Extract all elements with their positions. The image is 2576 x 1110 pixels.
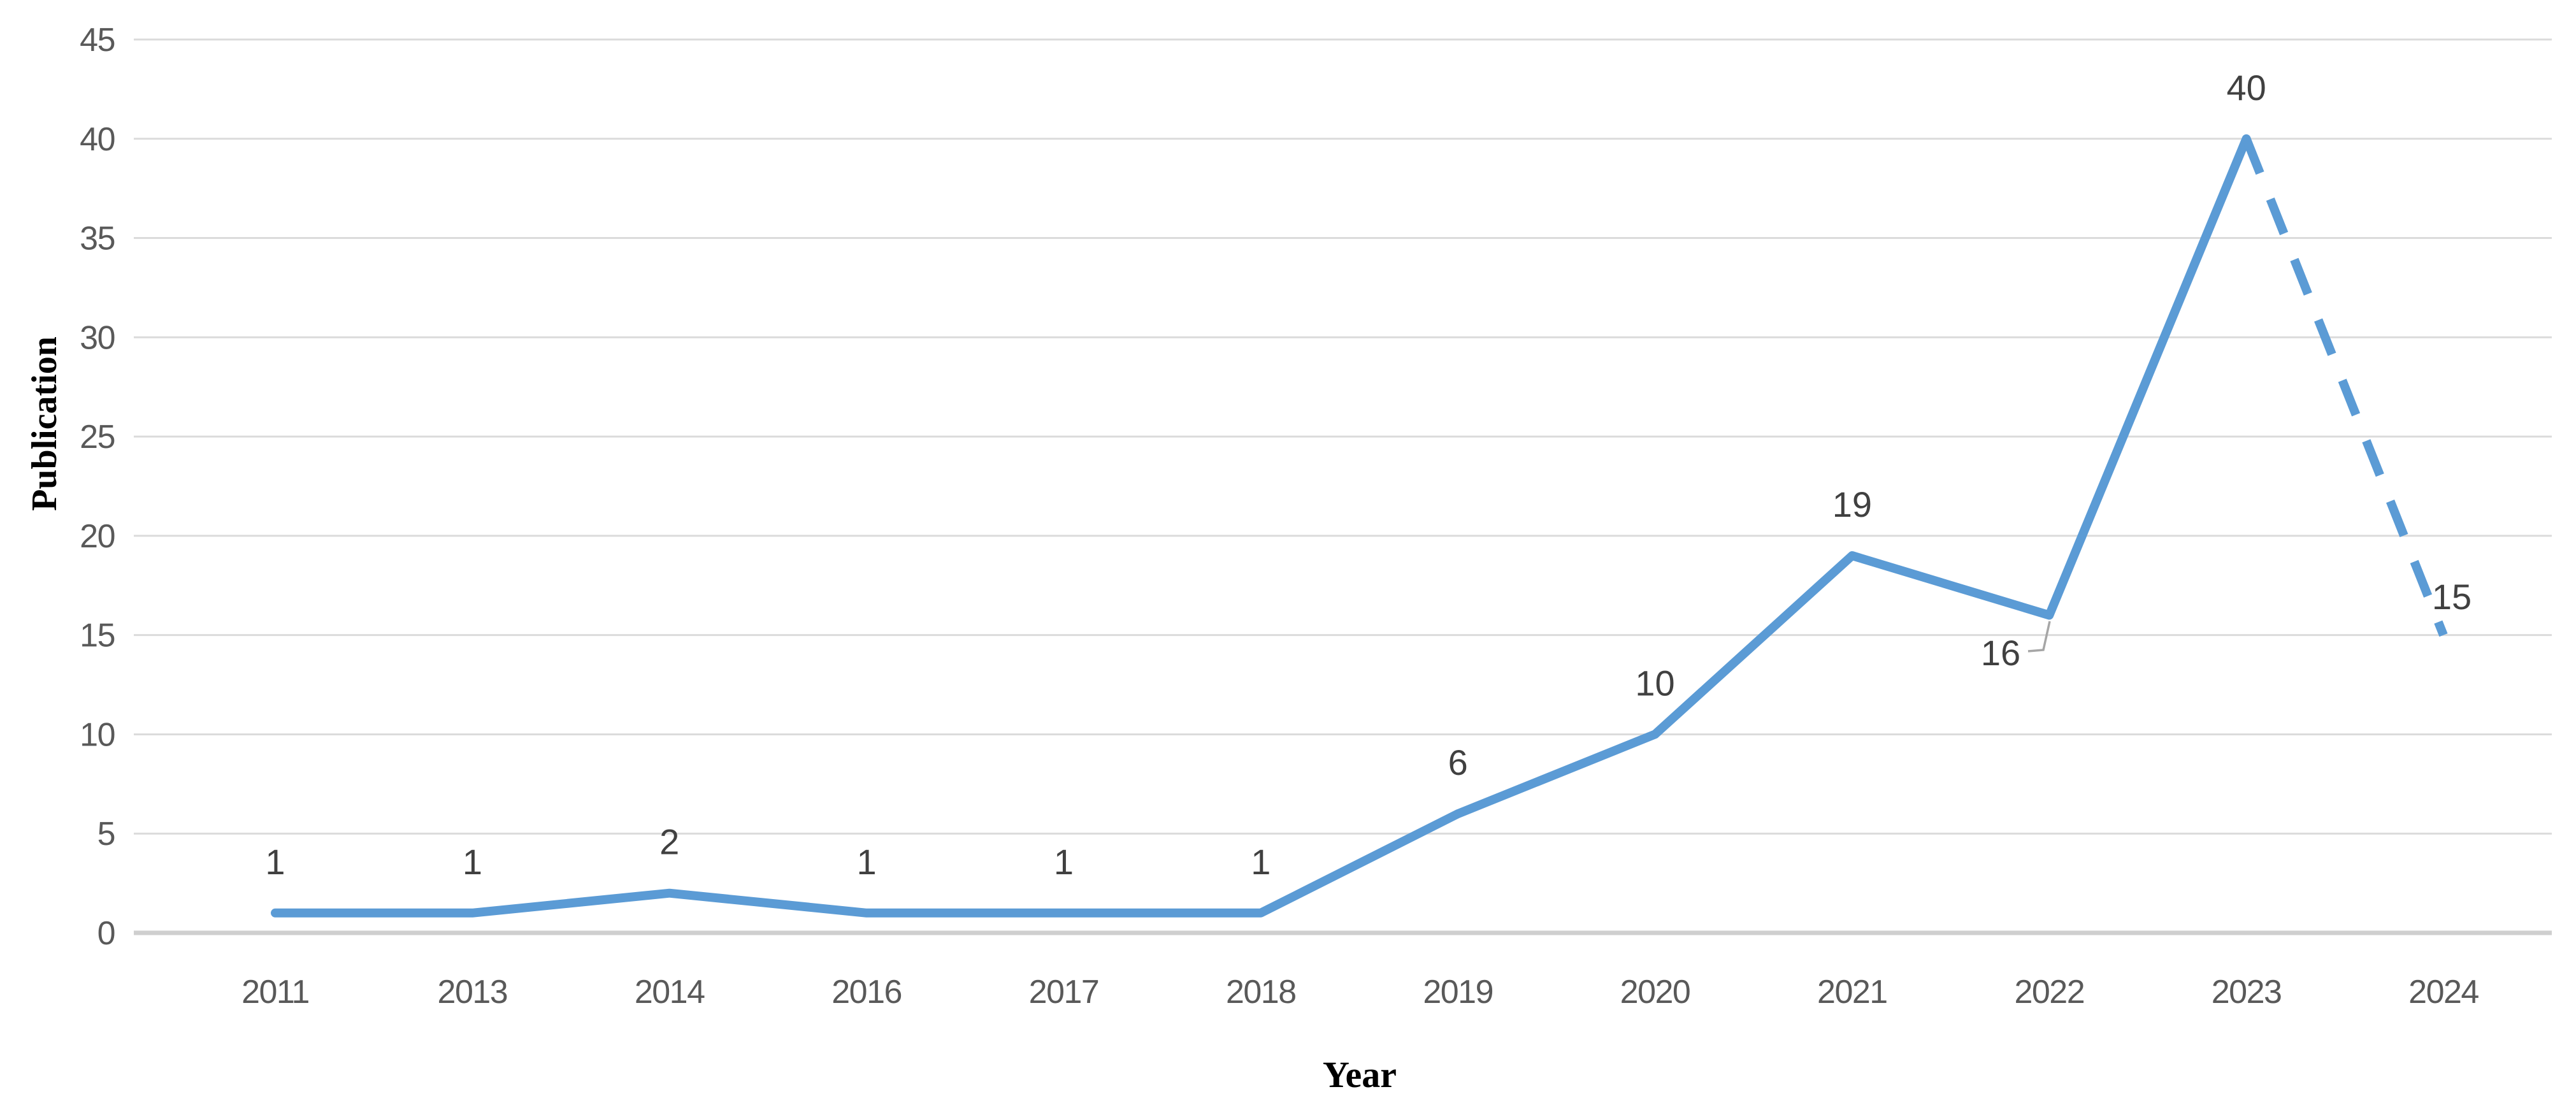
data-label: 15: [2432, 577, 2472, 617]
x-axis-title: Year: [1323, 1054, 1397, 1095]
x-tick-label: 2016: [831, 974, 902, 1011]
y-tick-label: 45: [80, 22, 115, 59]
y-tick-label: 40: [80, 121, 115, 158]
y-tick-label: 15: [80, 617, 115, 654]
series-line-dashed: [2242, 137, 2448, 637]
data-label: 1: [1251, 842, 1270, 882]
y-tick-label: 25: [80, 419, 115, 456]
leader-lines-group: [2027, 621, 2051, 652]
x-tick-label: 2021: [1817, 974, 1887, 1011]
x-tick-label: 2023: [2212, 974, 2282, 1011]
y-tick-label: 30: [80, 319, 115, 356]
x-tick-label: 2024: [2408, 974, 2479, 1011]
x-tick-label: 2014: [635, 974, 705, 1011]
y-tick-label: 0: [97, 915, 115, 952]
x-tick-label: 2022: [2014, 974, 2084, 1011]
y-tick-label: 10: [80, 716, 115, 753]
data-label: 1: [265, 842, 285, 882]
data-label: 6: [1448, 742, 1468, 782]
data-label: 1: [1054, 842, 1074, 882]
x-tick-label: 2019: [1423, 974, 1493, 1011]
y-tick-label: 5: [97, 816, 115, 853]
x-tick-label: 2017: [1029, 974, 1099, 1011]
x-tick-label: 2020: [1620, 974, 1690, 1011]
y-tick-labels-group: 0 5 10 15 20 25 30 35 40 45: [80, 22, 115, 952]
x-tick-label: 2018: [1226, 974, 1296, 1011]
data-label: 1: [857, 842, 877, 882]
y-tick-label: 35: [80, 220, 115, 257]
data-label: 10: [1635, 663, 1674, 703]
data-label: 40: [2226, 68, 2266, 108]
series-group: [271, 134, 2448, 918]
y-tick-label: 20: [80, 518, 115, 555]
data-label: 1: [463, 842, 482, 882]
data-label: 2: [659, 822, 679, 862]
y-axis-title: Publication: [25, 336, 64, 511]
x-tick-labels-group: 2011 2013 2014 2016 2017 2018 2019 2020 2021 2022…: [241, 974, 2480, 1011]
series-line-solid: [271, 134, 2251, 918]
data-label: 19: [1832, 484, 1872, 524]
label-leader-line: [2027, 621, 2051, 652]
x-tick-label: 2011: [241, 974, 309, 1011]
data-label: 16: [1981, 633, 2020, 673]
x-tick-label: 2013: [438, 974, 508, 1011]
gridlines-group: [134, 38, 2552, 935]
